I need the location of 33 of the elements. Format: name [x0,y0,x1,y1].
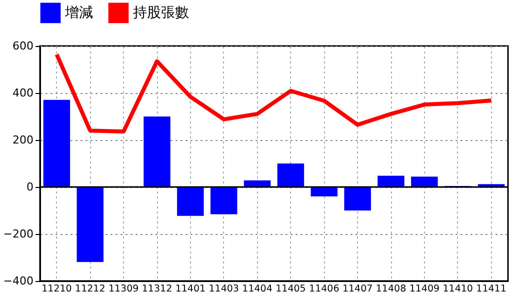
legend-label: 持股張數 [133,4,189,21]
bar [411,176,438,187]
x-tick-label: 11210 [42,284,72,294]
y-tick-label: 600 [12,40,34,52]
x-tick-label: 11312 [142,284,172,294]
bar [244,180,271,187]
x-tick-label: 11401 [175,284,206,294]
bar [76,187,104,262]
bar [277,164,304,187]
x-tick-label: 11407 [342,284,373,294]
bar [210,187,238,214]
x-tick-label: 11404 [242,284,272,294]
y-tick-label: −200 [3,228,34,240]
x-tick-label: 11403 [208,284,239,294]
bar [144,116,170,187]
bar [344,187,371,210]
y-tick-label: −400 [3,274,34,288]
bar [177,187,204,216]
line-series [54,52,494,134]
bar [378,176,404,187]
x-tick-label: 11408 [376,284,406,294]
bar [43,100,70,187]
y-tick-label: 400 [12,86,34,100]
x-tick-label: 11409 [409,284,440,294]
legend-label: 增減 [64,4,93,21]
x-tick-label: 11212 [75,284,106,294]
x-tick-label: 11406 [309,284,340,294]
x-tick-label: 11309 [108,284,139,294]
y-tick-label: 200 [12,134,34,146]
x-tick-label: 11410 [442,284,473,294]
x-tick-label: 11411 [476,284,506,294]
x-tick-label: 11405 [276,284,306,294]
y-tick-label: 0 [26,180,34,194]
